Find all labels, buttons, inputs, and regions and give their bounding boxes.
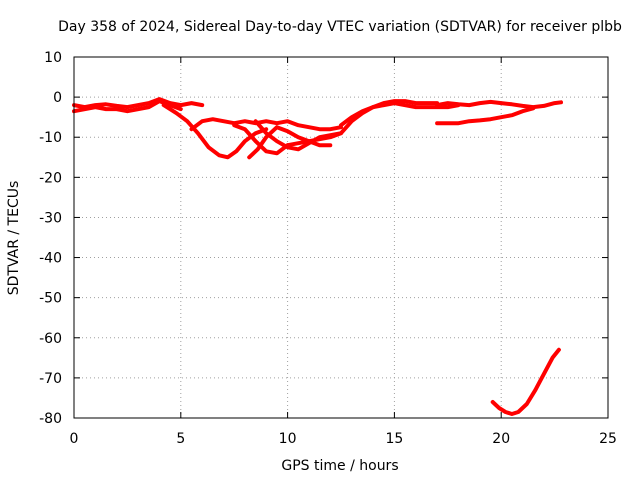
series-line-track-a: [72, 97, 205, 110]
tick-layer: 0 5 10 15 20 25 10 0 -10 -20 -30 -40 -50 -60 -70 -80: [39, 50, 617, 447]
series-line-track-d: [189, 117, 343, 132]
y-tick-label: 0: [53, 90, 62, 106]
x-axis-label: GPS time / hours: [281, 458, 398, 474]
y-tick-label: -20: [39, 170, 62, 186]
y-tick-label: -70: [39, 371, 62, 387]
x-tick-label: 15: [385, 431, 403, 447]
series-line-track-f: [247, 125, 333, 160]
x-tick-label: 20: [492, 431, 510, 447]
y-tick-label: -50: [39, 291, 62, 307]
series-line-track-c: [161, 103, 269, 160]
grid-layer: [74, 57, 608, 418]
series-line-track-k: [435, 106, 536, 126]
y-tick-label: -40: [39, 251, 62, 267]
y-tick-label: -80: [39, 411, 62, 427]
series-layer: [72, 97, 563, 416]
plot-frame: [73, 56, 609, 419]
series-line-track-l: [490, 347, 561, 416]
x-tick-label: 25: [599, 431, 617, 447]
y-tick-label: -10: [39, 130, 62, 146]
x-tick-label: 0: [70, 431, 79, 447]
x-tick-label: 10: [279, 431, 297, 447]
series-line-track-i: [339, 101, 461, 128]
x-tick-label: 5: [176, 431, 185, 447]
y-axis-label: SDTVAR / TECUs: [6, 181, 22, 296]
series-line-track-j: [435, 99, 563, 110]
y-tick-label: -30: [39, 210, 62, 226]
y-tick-label: 10: [44, 50, 62, 66]
chart-title: Day 358 of 2024, Sidereal Day-to-day VTE…: [58, 19, 622, 35]
y-tick-label: -60: [39, 331, 62, 347]
series-line-track-b: [72, 99, 183, 114]
